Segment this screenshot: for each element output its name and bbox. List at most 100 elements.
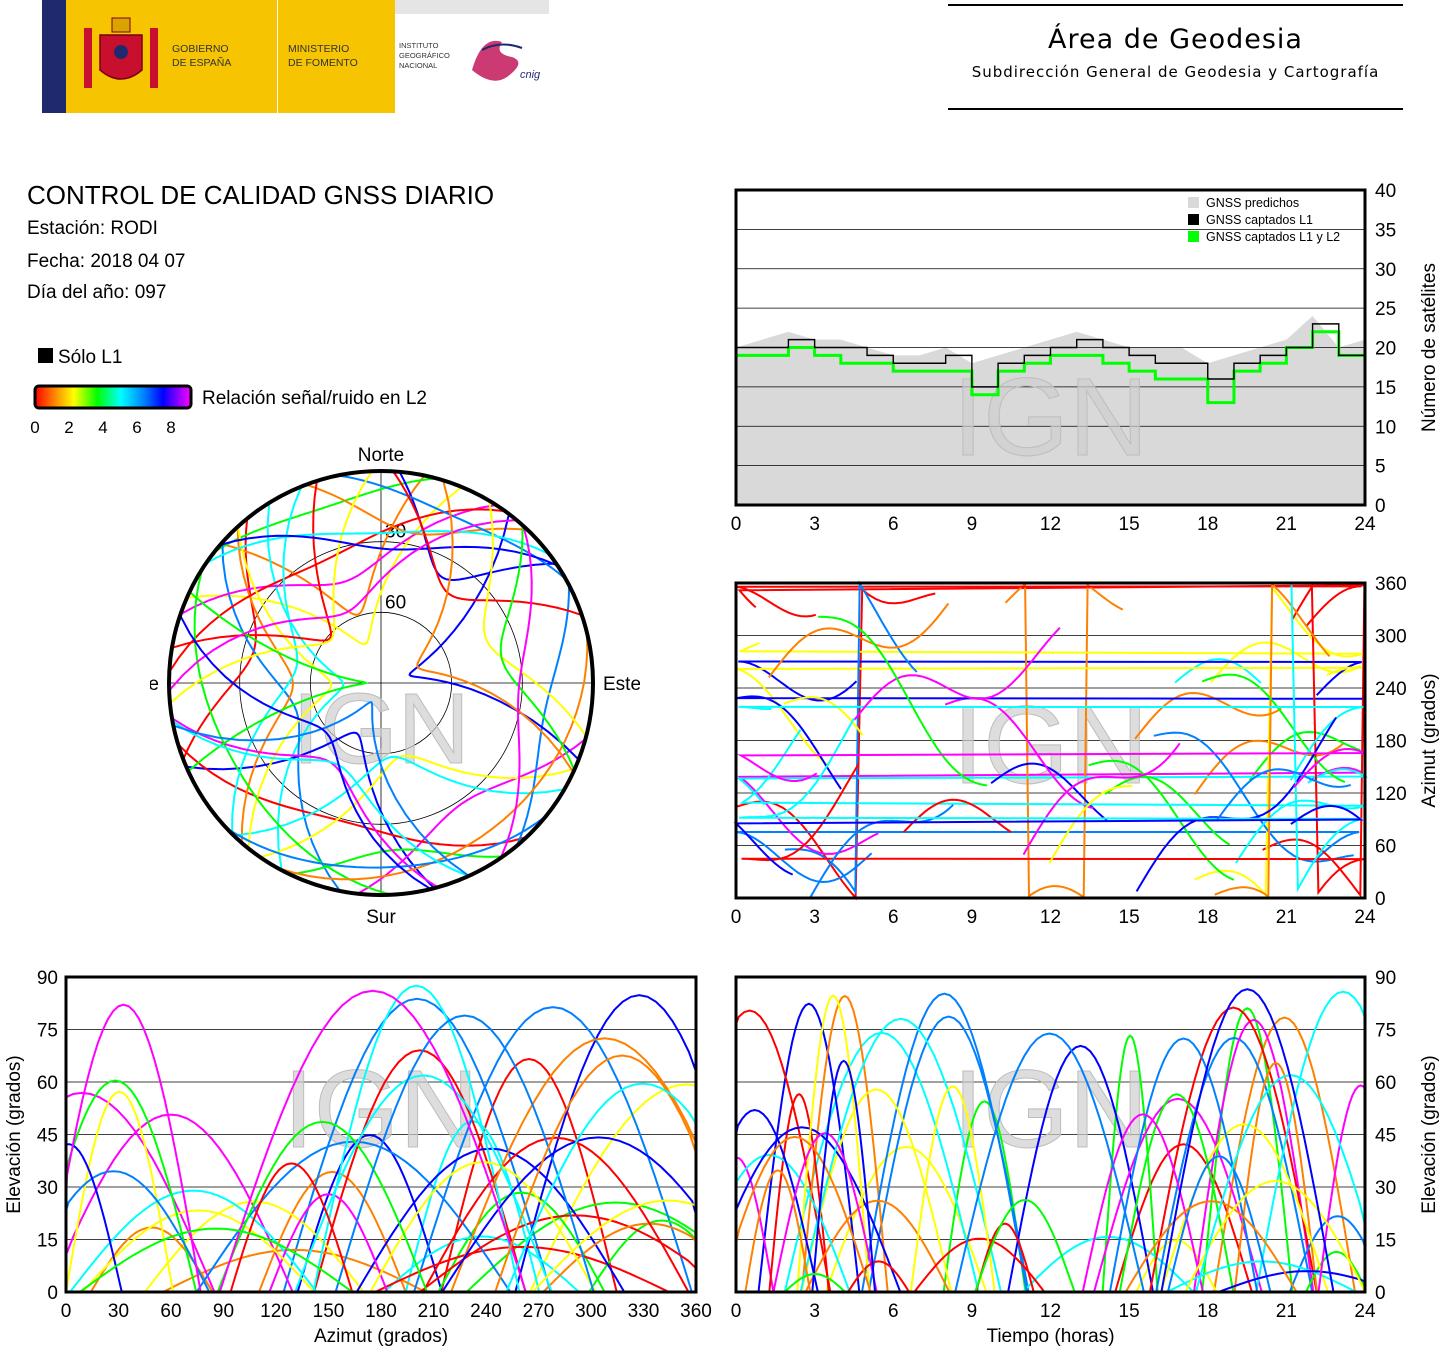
y-tick-label: 360 <box>1375 574 1407 595</box>
horizon-circle <box>167 469 595 897</box>
x-tick-label: 18 <box>1197 1301 1218 1322</box>
ign-watermark: IGN <box>953 356 1149 479</box>
legend-label: GNSS captados L1 <box>1206 213 1313 227</box>
x-tick-label: 0 <box>731 514 742 535</box>
elevation-time-track <box>1201 1007 1294 1293</box>
elevation-azimuth-track <box>413 1006 693 1293</box>
legend-label: GNSS captados L1 y L2 <box>1206 230 1340 244</box>
sky-track <box>213 477 438 553</box>
elevation-time-track <box>1081 1113 1204 1293</box>
min-label-2: DE FOMENTO <box>288 57 358 69</box>
sky-track <box>305 483 528 536</box>
x-tick-label: 60 <box>160 1301 181 1322</box>
y-tick-label: 0 <box>1375 1283 1386 1304</box>
y-tick-label: 20 <box>1375 339 1396 360</box>
ign-watermark: IGN <box>283 1048 479 1171</box>
sky-track <box>236 526 295 843</box>
x-tick-label: 18 <box>1197 514 1218 535</box>
elevation-azimuth-track <box>282 997 552 1293</box>
plot-border <box>734 975 1367 1294</box>
x-tick-label: 15 <box>1119 1301 1140 1322</box>
sky-track <box>172 700 470 877</box>
snr-tick-label: 6 <box>132 418 141 437</box>
elevation-azimuth-track <box>312 984 521 1293</box>
azimuth-track <box>1022 742 1181 856</box>
area-title-block: Área de Geodesia Subdirección General de… <box>948 0 1403 113</box>
snr-tick-label: 8 <box>166 418 175 437</box>
sky-track <box>499 525 576 771</box>
elevation-azimuth-track <box>258 1170 407 1293</box>
elevation-azimuth-track <box>334 1014 595 1293</box>
l1-legend-label: Sólo L1 <box>58 347 123 368</box>
elevation-time-track <box>1155 1036 1314 1293</box>
y-tick-label: 5 <box>1375 457 1386 478</box>
y-tick-label: 0 <box>1375 496 1386 517</box>
elevation-time-track <box>1193 1018 1315 1293</box>
elevation-azimuth-track <box>65 1143 123 1293</box>
x-tick-label: 9 <box>967 1301 978 1322</box>
legend-swatch <box>1188 197 1199 208</box>
azimuth-track <box>783 696 864 736</box>
cnig-logo-icon: cnig <box>472 40 541 81</box>
sky-track <box>205 530 550 564</box>
sky-track <box>187 591 369 772</box>
y-tick-label: 25 <box>1375 299 1396 320</box>
station-label: Estación: RODI <box>27 218 158 239</box>
x-axis-label: Azimut (grados) <box>314 1326 448 1347</box>
x-tick-label: 24 <box>1354 514 1376 535</box>
elevation-azimuth-track <box>419 1214 697 1293</box>
area-title: Área de Geodesia <box>1048 24 1303 55</box>
x-tick-label: 240 <box>470 1301 502 1322</box>
sky-track <box>168 519 517 692</box>
elevation-time-track <box>800 1088 953 1293</box>
elevation-time-track <box>1317 1084 1366 1293</box>
elevation-time-chart: 0 15 30 45 60 75 90 0 3 6 9 12 15 18 21 24 Tiempo (horas… <box>731 968 1440 1347</box>
x-tick-label: 12 <box>1040 907 1061 928</box>
azimuth-track <box>1174 658 1262 684</box>
x-tick-label: 120 <box>260 1301 292 1322</box>
y-tick-label: 180 <box>1375 732 1407 753</box>
y-tick-label: 10 <box>1375 417 1396 438</box>
elevation-time-track <box>1160 988 1335 1293</box>
x-tick-label: 3 <box>809 907 820 928</box>
inst-label-1: INSTITUTO <box>399 41 439 50</box>
elevation-azimuth-track <box>69 1189 318 1293</box>
sky-track <box>179 614 432 890</box>
east-label: Este <box>603 674 640 695</box>
azimuth-track <box>1216 768 1351 821</box>
sky-track <box>220 474 426 616</box>
x-tick-label: 90 <box>213 1301 234 1322</box>
polar-skyplot: 3060IGNNorteSurEsteOeste <box>150 445 640 928</box>
azimuth-track <box>738 705 1364 781</box>
sky-track <box>416 480 575 773</box>
elevation-azimuth-track <box>79 1227 353 1293</box>
elevation-azimuth-track <box>294 1074 553 1293</box>
cnig-text: cnig <box>520 69 541 81</box>
x-tick-label: 3 <box>809 1301 820 1322</box>
sky-track <box>408 513 580 761</box>
azimuth-track <box>1104 775 1231 846</box>
elevation-time-track <box>783 1272 846 1293</box>
ign-watermark: IGN <box>953 684 1149 807</box>
x-tick-label: 210 <box>418 1301 450 1322</box>
elevation-time-track <box>772 1132 878 1293</box>
y-tick-label: 90 <box>37 968 58 989</box>
gov-label-2: DE ESPAÑA <box>172 56 231 69</box>
min-label-1: MINISTERIO <box>288 43 349 55</box>
elevation-time-track <box>975 1222 1035 1293</box>
legend-swatch <box>1188 214 1199 225</box>
sky-track <box>392 470 583 617</box>
elevation-time-track <box>800 994 889 1293</box>
sky-track <box>289 848 503 876</box>
sky-track <box>168 508 506 673</box>
series-line <box>736 323 1366 388</box>
x-tick-label: 15 <box>1119 907 1140 928</box>
azimuth-track <box>1088 759 1235 881</box>
x-tick-label: 12 <box>1040 1301 1061 1322</box>
elevation-azimuth-track <box>313 1049 527 1293</box>
y-tick-label: 75 <box>37 1021 58 1042</box>
elevation-azimuth-track <box>374 1245 670 1293</box>
azimuth-track <box>735 768 1369 806</box>
elevation-time-track <box>799 1017 1002 1293</box>
azimuth-track <box>736 666 1362 767</box>
